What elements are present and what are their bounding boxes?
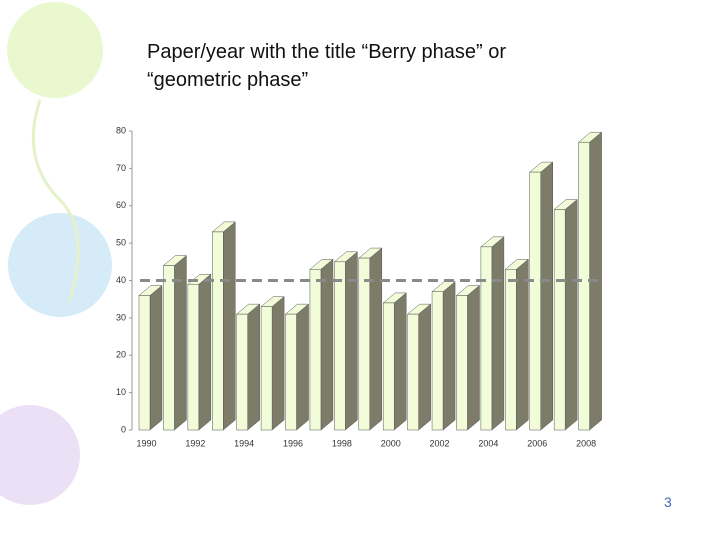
bar-side	[369, 247, 383, 431]
x-tick-label: 2004	[478, 438, 498, 448]
bar	[431, 291, 444, 431]
bar	[456, 295, 468, 431]
bar	[138, 295, 151, 431]
balloon	[8, 213, 112, 317]
bar-side	[540, 161, 553, 431]
string	[31, 99, 80, 301]
bar-side	[418, 303, 431, 431]
y-tick-label: 60	[116, 200, 126, 210]
bar-side	[149, 284, 163, 431]
bar-side	[345, 251, 358, 431]
bar-side	[467, 284, 480, 431]
x-tick-label: 1998	[332, 438, 352, 448]
bar-side	[393, 292, 407, 431]
bar	[553, 209, 566, 431]
x-tick-label: 2002	[430, 438, 450, 448]
bar	[334, 261, 346, 431]
y-tick-label: 80	[116, 125, 126, 135]
balloon	[0, 405, 80, 505]
x-tick-label: 1990	[136, 438, 156, 448]
x-tick-label: 1994	[234, 438, 254, 448]
x-tick-label: 1996	[283, 438, 303, 448]
bar	[260, 306, 273, 431]
y-tick-label: 30	[116, 312, 126, 322]
bar	[309, 269, 322, 431]
bar-side	[271, 296, 285, 431]
bar-side	[491, 236, 505, 431]
bar	[358, 257, 371, 431]
bar-side	[198, 273, 212, 431]
bar-side	[442, 281, 456, 431]
bar-side	[320, 258, 334, 431]
y-tick-label: 50	[116, 238, 126, 248]
bar	[382, 302, 395, 431]
bar-side	[223, 221, 236, 431]
y-tick-label: 0	[121, 424, 126, 434]
y-tick-label: 20	[116, 350, 126, 360]
bar	[212, 231, 224, 431]
x-tick-label: 2000	[381, 438, 401, 448]
bar	[407, 313, 419, 431]
bar	[505, 269, 517, 431]
bar	[187, 283, 200, 431]
y-tick-label: 70	[116, 163, 126, 173]
bar	[529, 171, 541, 431]
slide-title: Paper/year with the title “Berry phase” …	[147, 41, 507, 91]
bar-side	[247, 303, 260, 431]
bar	[163, 265, 175, 431]
x-tick-label: 1992	[185, 438, 205, 448]
bar	[578, 141, 590, 431]
balloon	[7, 2, 103, 98]
bar-side	[296, 303, 309, 431]
y-tick-label: 40	[116, 275, 126, 285]
x-tick-label: 2008	[576, 438, 596, 448]
bar	[236, 313, 248, 431]
bar-side	[564, 198, 578, 431]
bar-side	[516, 258, 529, 431]
x-tick-label: 2006	[527, 438, 547, 448]
bar	[285, 313, 297, 431]
y-tick-label: 10	[116, 387, 126, 397]
page-number: 3	[664, 494, 672, 510]
bar	[480, 246, 493, 431]
